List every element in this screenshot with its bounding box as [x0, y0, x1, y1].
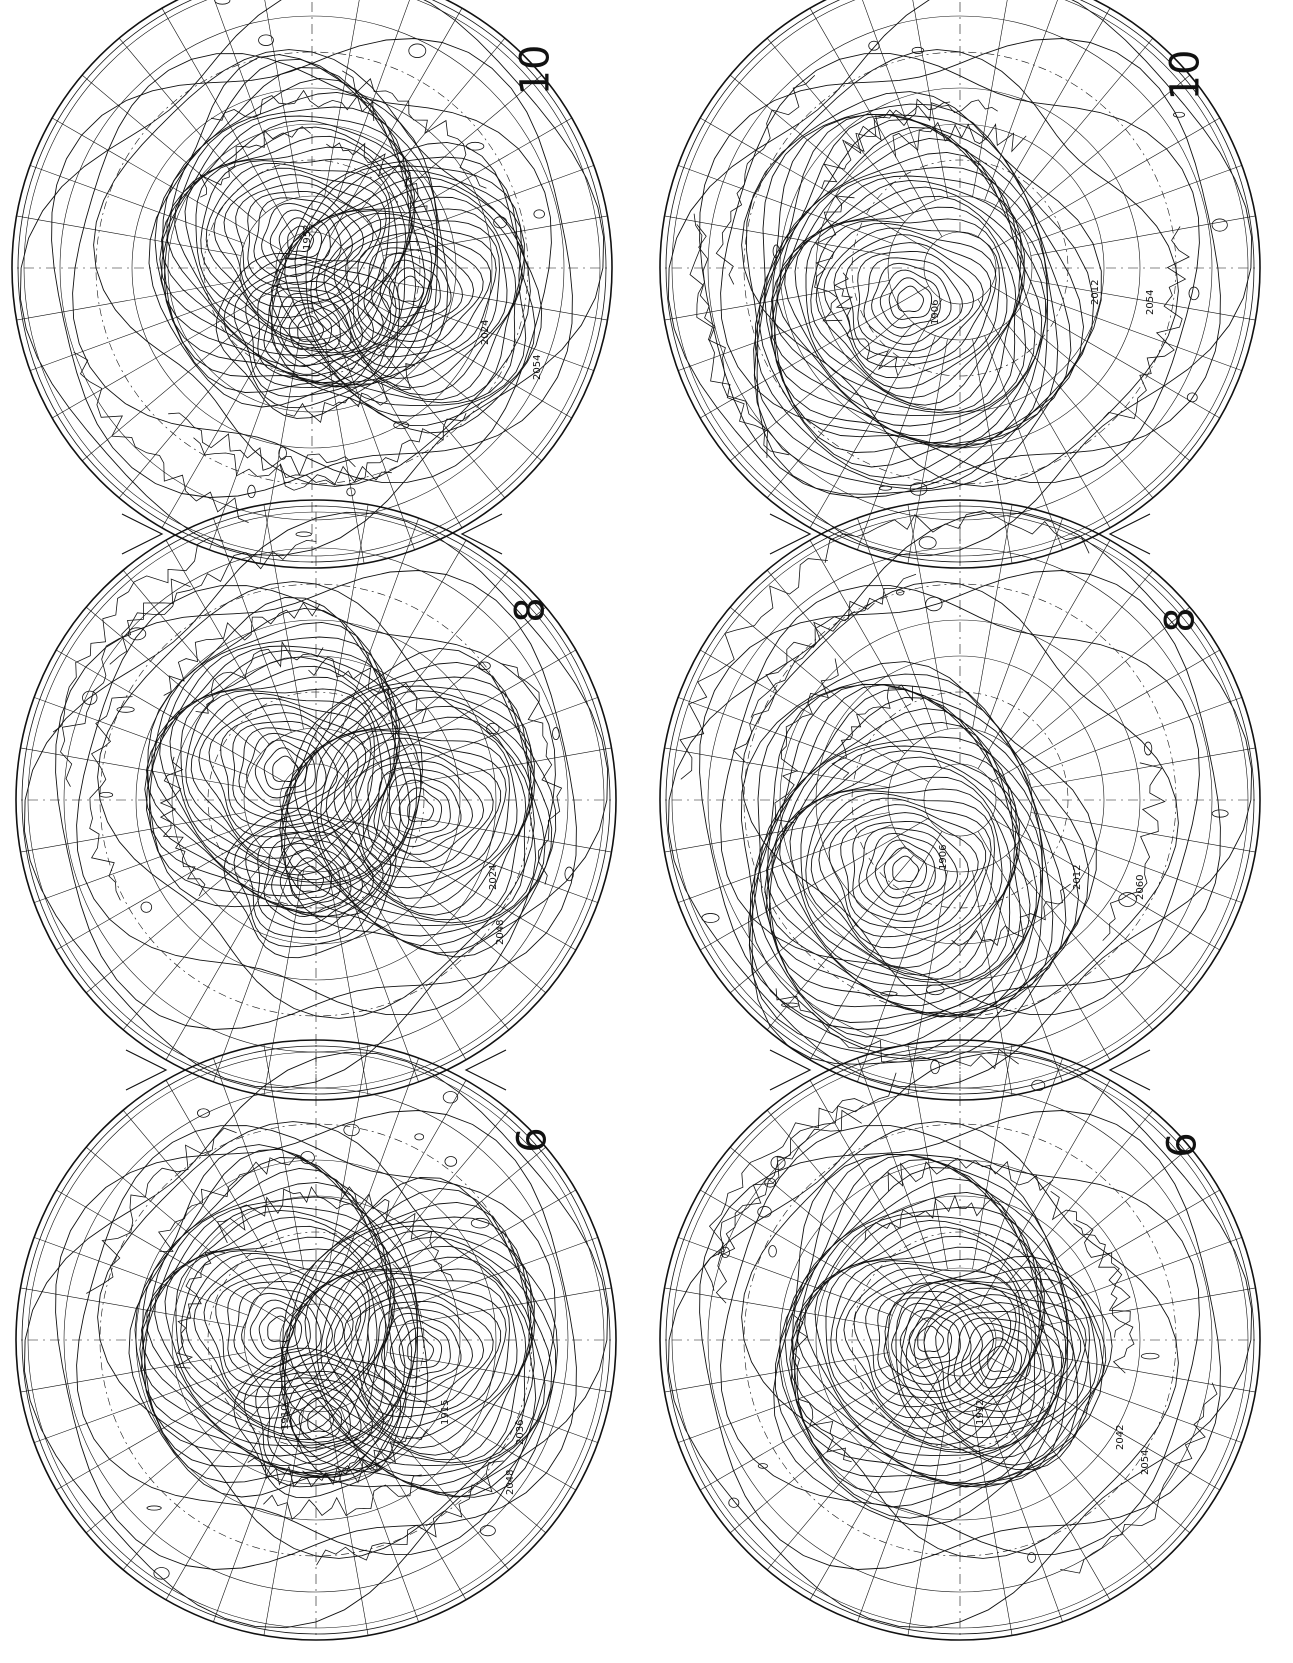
contour-label: 2012 — [1090, 279, 1101, 305]
contour-label: 1906 — [930, 299, 941, 325]
map-border — [11, 0, 613, 569]
meridian-lines — [660, 500, 1260, 1100]
contour-label: 2048 — [505, 1469, 516, 1495]
contour-lines — [667, 511, 1253, 1089]
contour-label: 2054 — [532, 354, 543, 380]
contour-label: 2024 — [480, 319, 491, 345]
map-border — [659, 1039, 1261, 1641]
panel-number-middle-right: 8 — [1157, 607, 1204, 633]
panel-number-top-right: 10 — [1162, 49, 1209, 101]
contour-label: 1910 — [280, 1404, 291, 1430]
panel-number-bottom-left: 6 — [509, 1127, 556, 1153]
contour-label: 2036 — [515, 1419, 526, 1445]
contour-lines — [667, 0, 1253, 557]
coastlines — [86, 1091, 504, 1580]
contour-lines — [23, 1051, 609, 1629]
map-border — [15, 1039, 617, 1641]
map-panel-bottom-right — [659, 1039, 1261, 1641]
contour-lines — [667, 1051, 1253, 1629]
contour-label: 2054 — [1145, 289, 1156, 315]
contour-lines — [19, 0, 605, 557]
contour-label: 1932 — [975, 1399, 986, 1425]
contour-label: 2024 — [488, 864, 499, 890]
contour-label: 1952 — [302, 224, 313, 250]
panel-number-bottom-right: 6 — [1159, 1132, 1206, 1158]
map-panel-bottom-left — [15, 1039, 617, 1641]
contour-label: 2048 — [495, 919, 506, 945]
map-panel-top-left — [11, 0, 613, 569]
contour-label: 2054 — [1140, 1449, 1151, 1475]
contour-label: 1906 — [938, 844, 949, 870]
panel-number-top-left: 10 — [512, 44, 559, 96]
panel-connectors — [121, 513, 1151, 1091]
meridian-lines — [660, 1040, 1260, 1640]
map-panel-middle-right — [659, 499, 1261, 1101]
contour-label: 2042 — [1115, 1424, 1126, 1450]
contour-label: 2060 — [1135, 874, 1146, 900]
map-border — [659, 499, 1261, 1101]
contour-lines — [23, 511, 609, 1089]
meridian-lines — [16, 1040, 616, 1640]
map-border — [659, 0, 1261, 569]
contour-label: 1915 — [440, 1399, 451, 1425]
contour-label: 2012 — [1072, 864, 1083, 890]
panel-number-middle-left: 8 — [507, 597, 554, 623]
map-panel-middle-left — [15, 499, 617, 1101]
